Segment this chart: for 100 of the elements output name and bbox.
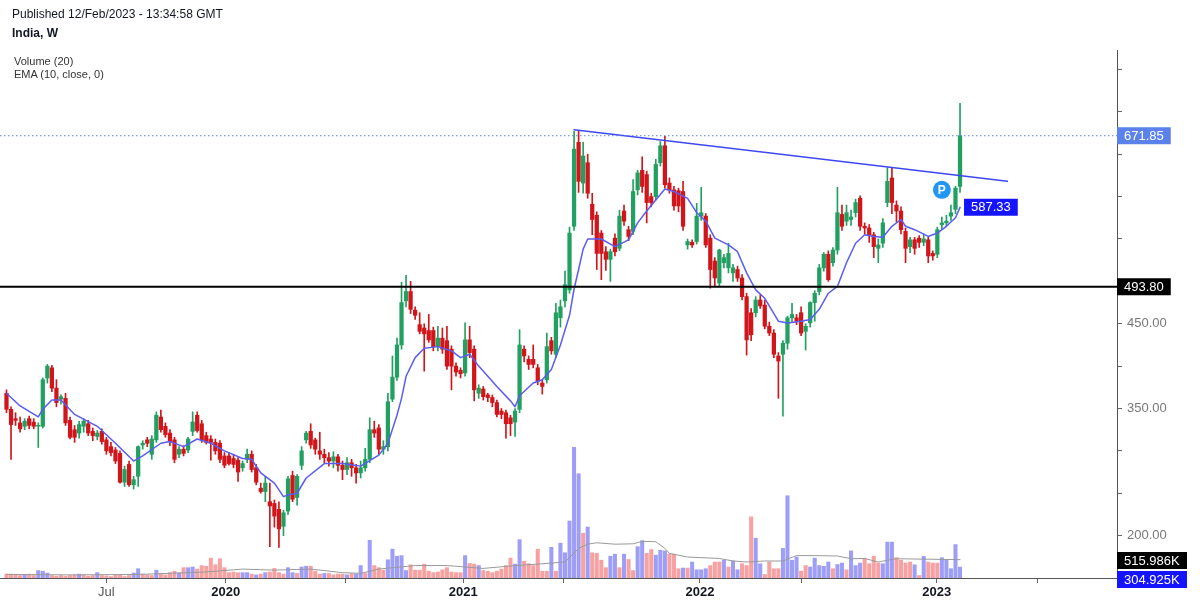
- bar: [608, 555, 613, 578]
- bar: [644, 553, 649, 578]
- bar: [708, 565, 713, 578]
- bar: [281, 573, 286, 578]
- bar: [894, 557, 899, 578]
- bar: [581, 532, 586, 578]
- bar: [449, 571, 454, 578]
- bar: [926, 561, 931, 578]
- bar: [508, 557, 513, 578]
- bar: [621, 553, 627, 578]
- bar: [858, 562, 863, 578]
- bar: [849, 550, 854, 578]
- bar: [585, 526, 590, 578]
- bar: [258, 573, 263, 578]
- bar: [553, 570, 558, 578]
- bar: [467, 563, 472, 578]
- bar: [304, 565, 309, 578]
- bar: [90, 575, 95, 578]
- annotation: Volume (20): [14, 55, 74, 68]
- bar: [494, 570, 499, 578]
- bar: [740, 563, 745, 578]
- bar: [535, 548, 540, 578]
- bar: [276, 572, 281, 578]
- x-tick-label: 2022: [685, 584, 715, 600]
- bar: [295, 573, 300, 578]
- bar: [240, 572, 245, 578]
- bar: [49, 575, 54, 578]
- bar: [785, 495, 790, 578]
- bar: [463, 555, 468, 578]
- bar: [594, 553, 599, 578]
- bar: [18, 575, 23, 578]
- bar: [730, 560, 736, 578]
- y-tick-label: 350.00: [1127, 400, 1167, 416]
- bar: [939, 557, 944, 578]
- bar: [835, 564, 840, 578]
- x-tick-label: 2021: [448, 584, 478, 600]
- bar: [63, 575, 68, 578]
- bar: [681, 567, 686, 578]
- bar: [31, 575, 36, 578]
- bar: [472, 563, 477, 578]
- bar: [113, 574, 118, 578]
- bar: [381, 569, 386, 578]
- bar: [826, 561, 831, 578]
- bar: [667, 553, 672, 578]
- bar: [821, 565, 826, 578]
- bar: [885, 541, 890, 578]
- bar: [944, 559, 949, 578]
- candlestick: [317, 431, 322, 460]
- bar: [267, 571, 272, 578]
- ref-line-label: 493.80: [1124, 278, 1164, 294]
- bar: [908, 561, 913, 578]
- bar: [526, 563, 531, 578]
- bar: [322, 573, 327, 578]
- ref-line-label: 671.85: [1124, 127, 1164, 143]
- bar: [930, 562, 935, 578]
- bar: [490, 572, 495, 578]
- bar: [898, 559, 904, 578]
- bar: [453, 572, 459, 578]
- bar: [499, 568, 504, 578]
- annotation: EMA (10, close, 0): [14, 68, 104, 81]
- bar: [717, 561, 722, 578]
- bar: [844, 569, 849, 578]
- bar: [590, 552, 595, 578]
- bar: [685, 567, 690, 578]
- bar: [340, 573, 345, 578]
- bar: [626, 559, 631, 578]
- bar: [158, 573, 163, 578]
- x-tick-label: Jul: [98, 584, 115, 600]
- bar: [127, 575, 132, 578]
- bar: [753, 537, 758, 578]
- bar: [208, 557, 213, 578]
- bar: [363, 573, 368, 578]
- bar: [903, 562, 908, 578]
- annotation: P: [937, 182, 946, 197]
- y-tick-label: 200.00: [1127, 527, 1167, 543]
- data-label: 587.33: [971, 199, 1011, 215]
- text: 304.925K: [1117, 570, 1187, 588]
- bar: [953, 544, 958, 578]
- bar: [313, 570, 318, 578]
- bar: [749, 516, 754, 578]
- bar: [249, 573, 254, 578]
- bar: [721, 559, 726, 578]
- candlestick: [876, 238, 881, 264]
- bar: [726, 566, 731, 578]
- bar: [912, 564, 917, 578]
- bar: [690, 561, 695, 578]
- bar: [662, 550, 667, 578]
- bar: [485, 570, 490, 578]
- bar: [889, 541, 894, 578]
- bar: [558, 542, 563, 578]
- bar: [871, 555, 876, 578]
- bar: [549, 547, 554, 578]
- bar: [231, 571, 236, 578]
- bar: [431, 572, 436, 578]
- bar: [712, 561, 717, 578]
- bar: [649, 549, 654, 578]
- bar: [839, 562, 844, 578]
- bar: [776, 568, 781, 578]
- bar: [217, 558, 222, 578]
- bar: [658, 549, 663, 578]
